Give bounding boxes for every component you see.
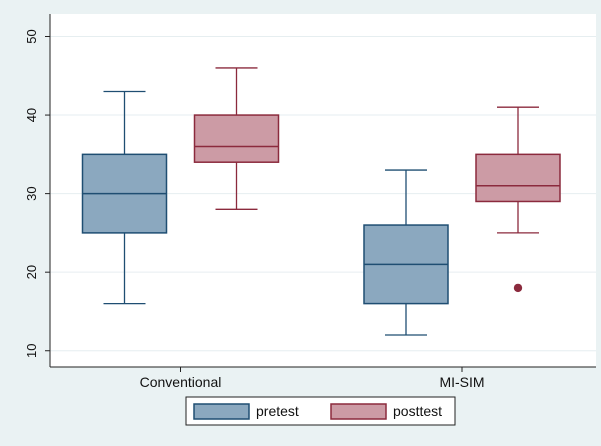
- box-pretest-Conventional: [81, 90, 168, 305]
- legend-item-posttest: posttest: [330, 403, 442, 420]
- box-series: [81, 67, 561, 336]
- legend-label: posttest: [393, 403, 442, 419]
- x-tick-label: Conventional: [140, 374, 222, 390]
- x-tick-label: MI-SIM: [439, 374, 484, 390]
- y-tick-label: 50: [24, 29, 39, 43]
- legend-swatch: [193, 403, 250, 420]
- legend-item-pretest: pretest: [193, 403, 299, 420]
- legend: pretest posttest: [185, 396, 456, 426]
- outlier-point: [513, 283, 523, 293]
- y-axis-ticks: 10 20 30 40 50: [24, 29, 50, 358]
- y-tick-label: 10: [24, 344, 39, 358]
- y-tick-label: 30: [24, 186, 39, 200]
- iqr-box: [475, 153, 561, 203]
- y-tick-label: 20: [24, 265, 39, 279]
- box-posttest-MI-SIM: [475, 106, 561, 293]
- legend-label: pretest: [256, 403, 299, 419]
- y-tick-label: 40: [24, 108, 39, 122]
- legend-swatch: [330, 403, 387, 420]
- x-axis-ticks: Conventional MI-SIM: [140, 367, 485, 390]
- box-posttest-Conventional: [193, 67, 280, 210]
- box-pretest-MI-SIM: [363, 169, 449, 336]
- iqr-box: [193, 114, 280, 163]
